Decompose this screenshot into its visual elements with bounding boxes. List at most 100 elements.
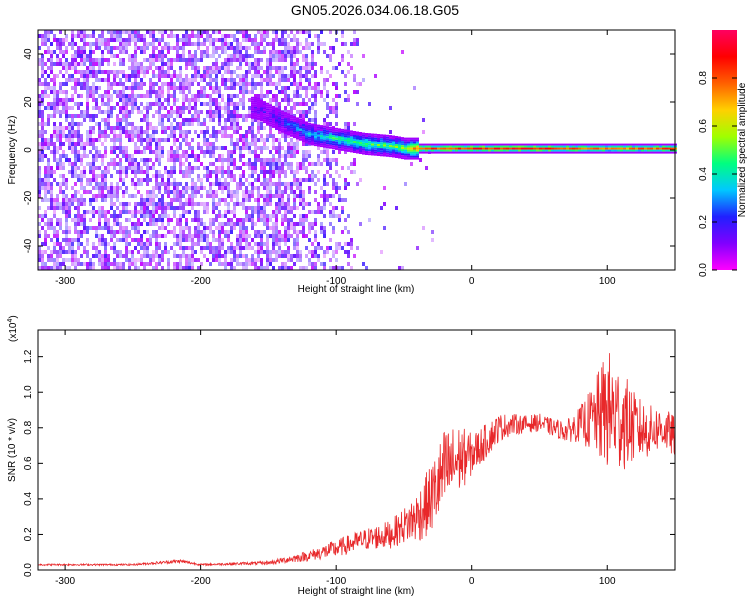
spectrogram-cell [149,166,152,170]
spectrogram-ridge-cell [653,143,656,146]
spectrogram-ridge-cell [389,153,392,156]
spectrogram-cell [65,214,68,218]
spectrogram-cell [233,246,236,250]
spectrogram-cell [239,66,242,70]
spectrogram-ridge-cell [383,140,386,143]
spectrogram-ridge-cell [563,143,566,146]
spectrogram-cell [41,250,44,254]
spectrogram-cell [254,118,257,122]
spectrogram-cell [83,110,86,114]
spectrogram-cell [98,122,101,126]
spectrogram-cell [122,238,125,242]
spectrogram-cell [323,98,326,102]
spectrogram-cell [266,226,269,230]
colorbar-label: Normalized spectral amplitude [737,82,748,217]
spectrogram-cell [161,94,164,98]
spectrogram-cell [80,30,83,34]
spectrogram-cell [344,226,347,230]
spectrogram-cell [215,202,218,206]
spectrogram-ridge-cell [398,146,401,149]
spectrogram-ridge-cell [371,139,374,142]
spectrogram-cell [203,174,206,178]
spectrogram-cell [266,250,269,254]
spectrogram-cell [89,130,92,134]
spectrogram-cell [194,102,197,106]
spectrogram-cell [92,90,95,94]
spectrogram-ridge-cell [362,138,365,141]
spectrogram-cell [236,194,239,198]
spectrogram-cell [110,234,113,238]
spectrogram-cell [155,218,158,222]
spectrogram-cell [329,74,332,78]
spectrogram-ridge-cell [251,100,254,103]
spectrogram-cell [86,102,89,106]
spectrogram-cell [218,90,221,94]
spectrogram-ridge-cell [380,134,383,137]
spectrogram-cell [221,62,224,66]
spectrogram-cell [161,146,164,150]
spectrogram-cell [278,78,281,82]
spectrogram-cell [251,78,254,82]
spectrogram-cell [230,218,233,222]
spectrogram-cell [65,94,68,98]
spectrogram-cell [299,250,302,254]
spectrogram-ridge-cell [509,149,512,152]
spectrogram-cell [254,82,257,86]
spectrogram-cell [140,86,143,90]
spectrogram-cell [92,50,95,54]
spectrogram-cell [170,146,173,150]
spectrogram-cell [101,158,104,162]
spectrogram-cell [44,86,47,90]
spectrogram-cell [143,198,146,202]
spectrogram-cell [230,46,233,50]
spectrogram-cell [221,106,224,110]
spectrogram-cell [278,166,281,170]
spectrogram-cell [215,110,218,114]
spectrogram-cell [188,122,191,126]
spectrogram-cell [260,250,263,254]
spectrogram-ridge-cell [293,118,296,121]
spectrogram-cell [200,78,203,82]
spectrogram-ridge-cell [401,137,404,140]
spectrogram-ridge-cell [596,149,599,152]
spectrogram-cell [104,94,107,98]
spectrogram-cell [77,218,80,222]
spectrogram-cell [149,218,152,222]
spectrogram-cell [56,62,59,66]
spectrogram-ridge-cell [443,145,446,148]
spectrogram-ridge-cell [494,147,497,150]
spectrogram-cell [353,42,356,46]
spectrogram-cell [158,202,161,206]
spectrogram-cell [251,118,254,122]
spectrogram-cell [128,202,131,206]
spectrogram-cell [74,86,77,90]
spectrogram-cell [215,174,218,178]
spectrogram-ridge-cell [407,147,410,150]
spectrogram-ridge-cell [347,131,350,134]
spectrogram-ridge-cell [293,126,296,129]
spectrogram-cell [146,94,149,98]
spectrogram-cell [71,54,74,58]
spectrogram-cell [302,58,305,62]
spectrogram-cell [146,162,149,166]
spectrogram-cell [209,82,212,86]
spectrogram-cell [161,50,164,54]
spectrogram-cell [173,166,176,170]
spectrogram-cell [317,162,320,166]
spectrogram-ridge-cell [551,143,554,146]
spectrogram-ridge-cell [449,145,452,148]
spectrogram-cell [329,162,332,166]
spectrogram-ridge-cell [314,132,317,135]
spectrogram-ridge-cell [605,151,608,154]
spectrogram-cell [230,118,233,122]
spectrogram-cell [224,214,227,218]
spectrogram-cell [119,98,122,102]
spectrogram-cell [194,258,197,262]
spectrogram-cell [191,182,194,186]
spectrogram-cell [128,66,131,70]
spectrogram-ridge-cell [434,147,437,150]
spectrogram-ridge-cell [590,145,593,148]
spectrogram-cell [176,50,179,54]
spectrogram-cell [137,146,140,150]
spectrogram-cell [170,66,173,70]
